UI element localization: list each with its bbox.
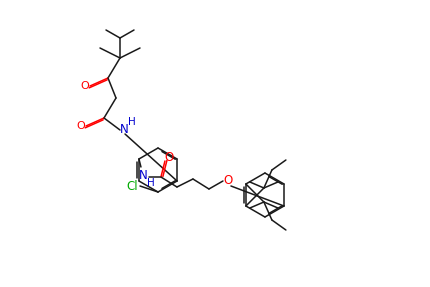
Text: O: O xyxy=(80,81,89,91)
Text: O: O xyxy=(77,121,85,131)
Text: N: N xyxy=(120,123,128,135)
Text: H: H xyxy=(128,117,135,127)
Text: O: O xyxy=(223,174,232,187)
Text: N: N xyxy=(138,168,147,181)
Text: Cl: Cl xyxy=(126,179,138,193)
Text: H: H xyxy=(147,178,154,188)
Text: O: O xyxy=(164,150,173,164)
